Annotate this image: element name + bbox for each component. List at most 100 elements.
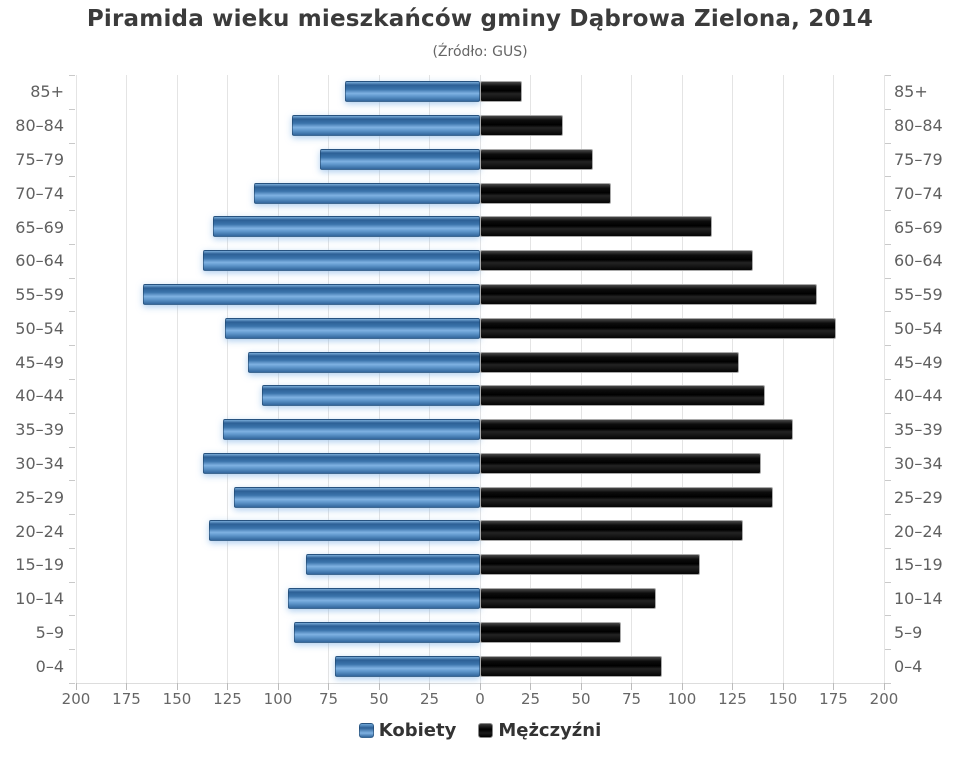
bar-kobiety-25–29[interactable] [233,486,480,508]
bar-mezczyzni-15–19[interactable] [480,554,701,576]
pyramid-row [76,311,884,345]
y-axis-tick [885,547,891,549]
y-axis-tick [885,311,891,313]
bar-kobiety-60–64[interactable] [203,250,480,272]
bar-kobiety-0–4[interactable] [334,655,480,677]
gridline [328,75,329,683]
pyramid-row [76,210,884,244]
x-tick-label: 25 [419,690,440,708]
y-axis-tick [69,379,75,380]
age-label: 30–34 [15,453,64,473]
age-label: 70–74 [894,183,943,203]
age-label: 15–19 [15,555,64,575]
x-tick-label: 25 [520,690,541,708]
bar-kobiety-55–59[interactable] [142,284,480,306]
age-label: 50–54 [15,318,64,338]
pyramid-row [76,615,884,649]
pyramid-row [76,548,884,582]
bar-kobiety-40–44[interactable] [261,385,480,407]
y-axis-tick [885,75,891,76]
legend-label-mezczyzni: Mężczyźni [498,720,602,741]
age-label: 60–64 [894,251,943,271]
y-axis-tick [69,108,75,110]
gridline [378,75,380,683]
bar-mezczyzni-55–59[interactable] [480,284,818,306]
y-axis-tick [885,615,891,617]
bar-kobiety-85+[interactable] [344,81,480,103]
legend-swatch-mezczyzni-icon [478,723,494,738]
bar-mezczyzni-40–44[interactable] [480,385,765,407]
age-label: 55–59 [15,285,64,305]
gridline [75,75,77,683]
age-label: 5–9 [894,622,923,642]
bar-mezczyzni-65–69[interactable] [480,216,713,238]
legend-item-mezczyzni[interactable]: Mężczyźni [478,720,601,741]
bar-kobiety-5–9[interactable] [294,621,480,643]
y-axis-tick [885,412,891,414]
x-tick-label: 125 [718,690,747,708]
y-axis-tick [69,581,75,583]
bar-mezczyzni-70–74[interactable] [480,182,612,204]
x-tick-label: 50 [369,690,389,708]
legend-label-kobiety: Kobiety [378,720,457,741]
age-label: 40–44 [15,386,64,406]
age-label: 45–49 [15,352,64,372]
gridline [631,75,632,683]
bar-kobiety-45–49[interactable] [247,351,480,373]
y-axis-tick [69,446,75,448]
bar-mezczyzni-0–4[interactable] [480,655,662,677]
age-label: 15–19 [894,555,943,575]
age-label: 25–29 [15,487,64,507]
y-axis-tick [885,446,891,448]
y-axis-tick [885,108,891,110]
y-axis-tick [885,480,891,482]
bar-kobiety-65–69[interactable] [213,216,480,238]
bar-kobiety-80–84[interactable] [292,115,480,137]
gridline [479,75,481,683]
bar-kobiety-15–19[interactable] [306,554,480,576]
age-label: 50–54 [894,318,943,338]
gridline [277,75,279,683]
gridline [782,75,784,683]
age-label: 65–69 [894,217,943,237]
x-axis: 200 175 150 125 100 75 50 25 0 25 50 75 100 125 150 175… [62,690,899,710]
bar-kobiety-70–74[interactable] [253,182,480,204]
bar-mezczyzni-85+[interactable] [480,81,523,103]
y-axis-tick [885,142,891,144]
bar-mezczyzni-60–64[interactable] [480,250,753,272]
age-label: 70–74 [15,183,64,203]
age-label: 65–69 [15,217,64,237]
legend-item-kobiety[interactable]: Kobiety [358,720,457,741]
pyramid-row [76,480,884,514]
bar-kobiety-50–54[interactable] [225,317,480,339]
x-tick-label: 75 [318,690,339,708]
bar-mezczyzni-50–54[interactable] [480,317,836,339]
bar-kobiety-20–24[interactable] [209,520,480,542]
bar-mezczyzni-30–34[interactable] [480,452,761,474]
age-label: 80–84 [15,116,64,136]
y-axis-tick [885,581,891,583]
pyramid-row [76,143,884,177]
x-axis-tick [782,683,784,690]
bar-mezczyzni-5–9[interactable] [480,621,622,643]
x-axis-tick [479,683,481,690]
bar-mezczyzni-35–39[interactable] [480,419,794,441]
bar-mezczyzni-20–24[interactable] [480,520,743,542]
pyramid-row [76,176,884,210]
bar-kobiety-10–14[interactable] [288,588,480,610]
bar-mezczyzni-80–84[interactable] [480,115,563,137]
bar-kobiety-30–34[interactable] [203,452,480,474]
y-axis-tick [885,683,891,684]
bar-mezczyzni-45–49[interactable] [480,351,739,373]
bar-kobiety-35–39[interactable] [223,419,480,441]
age-label: 80–84 [894,116,943,136]
x-tick-label: 175 [112,690,141,708]
bar-mezczyzni-25–29[interactable] [480,486,773,508]
pyramid-row [76,582,884,616]
bar-kobiety-75–79[interactable] [320,148,480,170]
bar-mezczyzni-10–14[interactable] [480,588,656,610]
bar-mezczyzni-75–79[interactable] [480,148,594,170]
y-axis-tick [69,683,75,684]
x-axis-tick [530,683,531,690]
age-label: 75–79 [894,149,943,169]
